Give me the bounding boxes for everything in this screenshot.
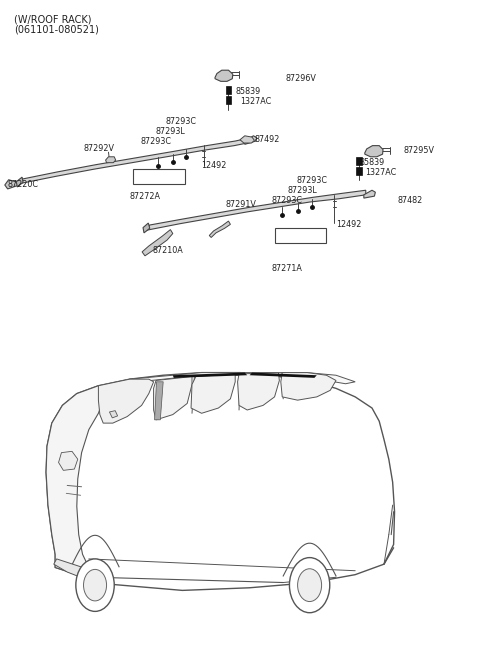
Text: 12492: 12492 (336, 220, 361, 229)
Polygon shape (154, 377, 192, 420)
Text: 85839: 85839 (360, 158, 385, 167)
Text: (061101-080521): (061101-080521) (14, 24, 99, 34)
Text: 87293C: 87293C (271, 195, 302, 205)
Text: 87292V: 87292V (84, 144, 115, 154)
Text: 87272A: 87272A (130, 192, 161, 201)
Text: 1327AC: 1327AC (240, 97, 271, 106)
Circle shape (289, 558, 330, 613)
Polygon shape (365, 146, 383, 157)
Bar (226, 86, 231, 94)
Polygon shape (54, 559, 96, 579)
Polygon shape (191, 374, 235, 413)
Polygon shape (46, 373, 395, 590)
Text: 87293C: 87293C (141, 136, 172, 146)
Polygon shape (109, 411, 118, 418)
Text: 87293L: 87293L (156, 127, 186, 136)
Text: 87492: 87492 (254, 135, 280, 144)
Circle shape (84, 569, 107, 601)
Text: 87291V: 87291V (226, 200, 256, 209)
Text: 87293C: 87293C (166, 117, 197, 126)
Polygon shape (106, 157, 116, 163)
Polygon shape (130, 373, 355, 384)
Text: 12492: 12492 (202, 161, 227, 170)
Text: 87296V: 87296V (286, 74, 316, 83)
Circle shape (76, 559, 114, 611)
Polygon shape (173, 373, 247, 378)
Polygon shape (19, 138, 247, 185)
Polygon shape (59, 451, 78, 470)
Polygon shape (250, 373, 317, 378)
Text: 85839: 85839 (235, 87, 261, 96)
Text: 87295V: 87295V (403, 146, 434, 155)
Text: 87482: 87482 (397, 195, 423, 205)
Polygon shape (238, 373, 279, 410)
Polygon shape (240, 136, 254, 143)
Polygon shape (142, 230, 173, 256)
Bar (356, 167, 362, 175)
Polygon shape (16, 177, 23, 187)
Polygon shape (143, 223, 150, 233)
Bar (275, 228, 326, 243)
Polygon shape (215, 70, 233, 81)
Text: 87271A: 87271A (271, 264, 302, 274)
Polygon shape (5, 179, 22, 189)
Text: 87210A: 87210A (153, 246, 183, 255)
Polygon shape (46, 386, 106, 584)
Polygon shape (98, 379, 154, 423)
Text: 87293L: 87293L (288, 186, 318, 195)
Polygon shape (155, 382, 163, 420)
Polygon shape (209, 221, 230, 237)
Circle shape (298, 569, 322, 602)
Bar (133, 169, 185, 184)
Polygon shape (245, 136, 257, 144)
Polygon shape (281, 373, 336, 400)
Bar (226, 96, 231, 104)
Text: 1249BD: 1249BD (144, 172, 175, 181)
Bar (356, 157, 362, 165)
Text: (W/ROOF RACK): (W/ROOF RACK) (14, 14, 92, 24)
Text: 1249BD: 1249BD (285, 231, 316, 240)
Polygon shape (146, 190, 366, 231)
Text: 87293C: 87293C (297, 176, 328, 185)
Text: 87220C: 87220C (7, 180, 38, 190)
Text: 1327AC: 1327AC (365, 168, 396, 177)
Polygon shape (364, 190, 375, 198)
